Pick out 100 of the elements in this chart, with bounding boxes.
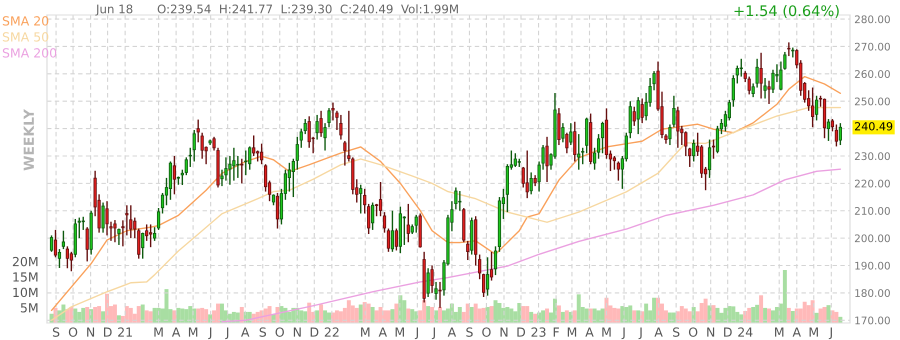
candlestick xyxy=(430,264,434,294)
bar xyxy=(370,306,375,323)
bar xyxy=(727,306,732,323)
bar xyxy=(616,308,620,323)
bar xyxy=(572,310,577,323)
x-tick-label: A xyxy=(654,328,663,337)
x-tick-label: S xyxy=(52,327,60,337)
bar xyxy=(152,308,157,323)
candlestick xyxy=(101,202,105,234)
y-tick-label: 270.00 xyxy=(854,42,890,51)
candlestick xyxy=(616,160,620,182)
candlestick xyxy=(276,192,280,230)
bar xyxy=(438,306,442,323)
x-tick-label: J xyxy=(432,328,435,340)
bar xyxy=(684,308,688,323)
candlestick xyxy=(236,155,240,179)
x-tick-label: J xyxy=(622,328,625,340)
bar xyxy=(790,310,795,323)
candlestick xyxy=(767,80,771,105)
bar xyxy=(307,302,312,323)
bar xyxy=(612,308,616,323)
x-tick-label: D xyxy=(517,328,526,337)
candlestick xyxy=(113,219,117,243)
bar xyxy=(564,310,569,323)
candlestick xyxy=(86,226,89,262)
x-tick-label: D xyxy=(310,328,318,337)
candlestick xyxy=(466,240,470,261)
bar xyxy=(826,305,830,323)
candlestick xyxy=(378,181,382,217)
candlestick xyxy=(323,122,327,152)
x-tick-label: S xyxy=(673,327,680,337)
candlestick xyxy=(129,204,132,239)
bar xyxy=(497,302,502,323)
x-tick-label: D xyxy=(104,328,112,337)
candlestick xyxy=(712,138,716,160)
text: WEEKLY xyxy=(24,108,34,170)
candlestick xyxy=(716,125,720,154)
x-tick-label: A xyxy=(172,328,180,337)
bar xyxy=(525,306,530,323)
candlestick xyxy=(82,216,85,231)
candlestick xyxy=(838,122,842,146)
candlestick xyxy=(117,228,121,246)
candlestick xyxy=(692,138,696,162)
bar xyxy=(85,306,90,323)
candlestick xyxy=(172,155,176,196)
bar xyxy=(386,310,390,323)
candlestick xyxy=(109,221,113,242)
candlestick xyxy=(569,122,572,146)
x-tick-label: O xyxy=(276,327,284,337)
bar xyxy=(494,300,498,323)
text: SMA 20 xyxy=(2,16,48,26)
bar xyxy=(140,304,145,323)
candlestick xyxy=(394,228,398,252)
candlestick xyxy=(561,122,564,143)
candlestick xyxy=(834,124,838,148)
candlestick xyxy=(316,114,319,140)
bar xyxy=(196,308,200,323)
y2-tick-label: 15M xyxy=(13,272,38,282)
bar xyxy=(556,305,561,323)
bar xyxy=(474,304,478,323)
candlestick xyxy=(339,114,343,140)
bar xyxy=(112,304,117,323)
bar xyxy=(624,306,628,323)
y2-tick-label: 20M xyxy=(12,256,38,266)
candlestick xyxy=(240,158,244,184)
bar xyxy=(315,310,320,323)
bar xyxy=(97,306,102,323)
annotation: +1.54 (0.64%) xyxy=(734,4,839,18)
text: SMA 200 xyxy=(2,48,56,58)
x-tick-label: N xyxy=(294,328,301,337)
bar xyxy=(533,314,538,323)
candlestick xyxy=(759,52,763,100)
candlestick xyxy=(664,133,668,144)
bar xyxy=(759,295,764,323)
candlestick xyxy=(458,190,462,212)
x-tick-label: M xyxy=(810,328,818,337)
candlestick xyxy=(672,95,676,128)
y-tick-label: 250.00 xyxy=(854,97,890,106)
bar xyxy=(712,305,716,323)
bar xyxy=(482,308,486,323)
x-tick-label: M xyxy=(568,328,576,337)
x-tick-label: J xyxy=(414,328,418,340)
bar xyxy=(802,302,807,323)
bar xyxy=(346,300,351,323)
x-tick-label: J xyxy=(208,328,212,340)
bar xyxy=(628,305,632,323)
y2-tick-label: 10M xyxy=(13,288,38,298)
x-tick-label: S xyxy=(260,327,266,337)
x-tick-label: 24 xyxy=(738,327,752,337)
x-tick-label: N xyxy=(87,328,94,337)
candlestick xyxy=(826,118,830,142)
bar xyxy=(652,298,656,323)
candlestick xyxy=(390,210,394,253)
y-tick-label: 180.00 xyxy=(855,289,890,297)
line-series xyxy=(50,76,842,312)
y-tick-label: 210.00 xyxy=(854,206,890,215)
candlestick xyxy=(50,234,54,253)
candlestick xyxy=(668,124,672,146)
bar xyxy=(204,309,208,323)
bar xyxy=(390,309,394,323)
